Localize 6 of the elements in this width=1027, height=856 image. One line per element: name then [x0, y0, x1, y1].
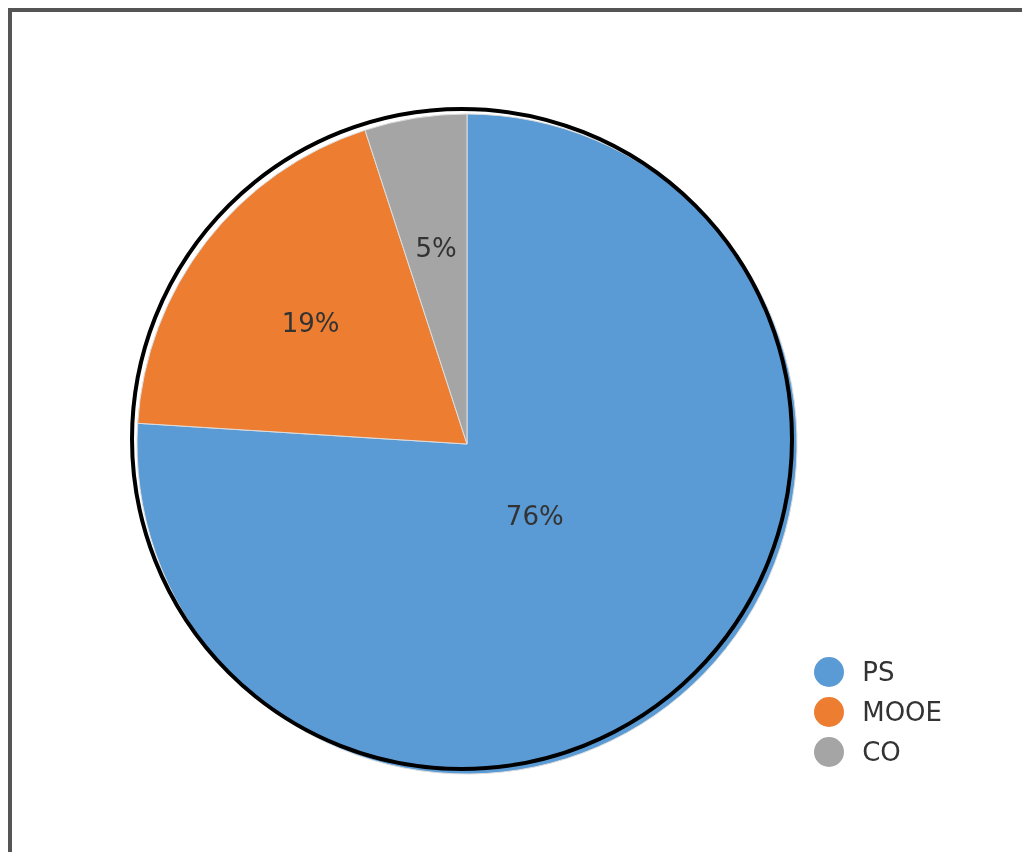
legend-label: PS — [862, 657, 895, 687]
legend-label: CO — [862, 737, 901, 767]
data-label: 76% — [505, 501, 564, 532]
data-label: 19% — [281, 307, 340, 338]
data-label: 5% — [415, 233, 457, 264]
legend-label: MOOE — [862, 697, 942, 727]
